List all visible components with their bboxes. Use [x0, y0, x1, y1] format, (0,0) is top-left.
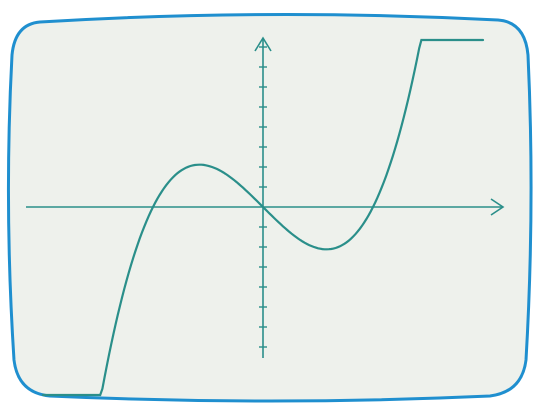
data-point [284, 227, 286, 229]
data-point [328, 248, 330, 250]
curve-layer [41, 38, 485, 397]
data-point [86, 394, 88, 396]
data-point [240, 185, 242, 187]
data-point [130, 264, 132, 266]
data-point [152, 206, 154, 208]
data-point [460, 39, 462, 41]
data-point [394, 148, 396, 150]
data-point [196, 164, 198, 166]
data-point [372, 206, 374, 208]
data-point [108, 354, 110, 356]
data-point [42, 394, 44, 396]
data-point [262, 206, 264, 208]
data-point [416, 58, 418, 60]
data-point [482, 39, 484, 41]
x-axis-arrow [490, 198, 505, 216]
data-point [438, 39, 440, 41]
y-axis-arrow [254, 36, 272, 52]
data-point [350, 237, 352, 240]
data-point [64, 394, 66, 396]
data-point [306, 243, 308, 245]
data-point [174, 174, 176, 177]
y-axis-ticks [259, 46, 267, 348]
data-point [218, 169, 220, 171]
